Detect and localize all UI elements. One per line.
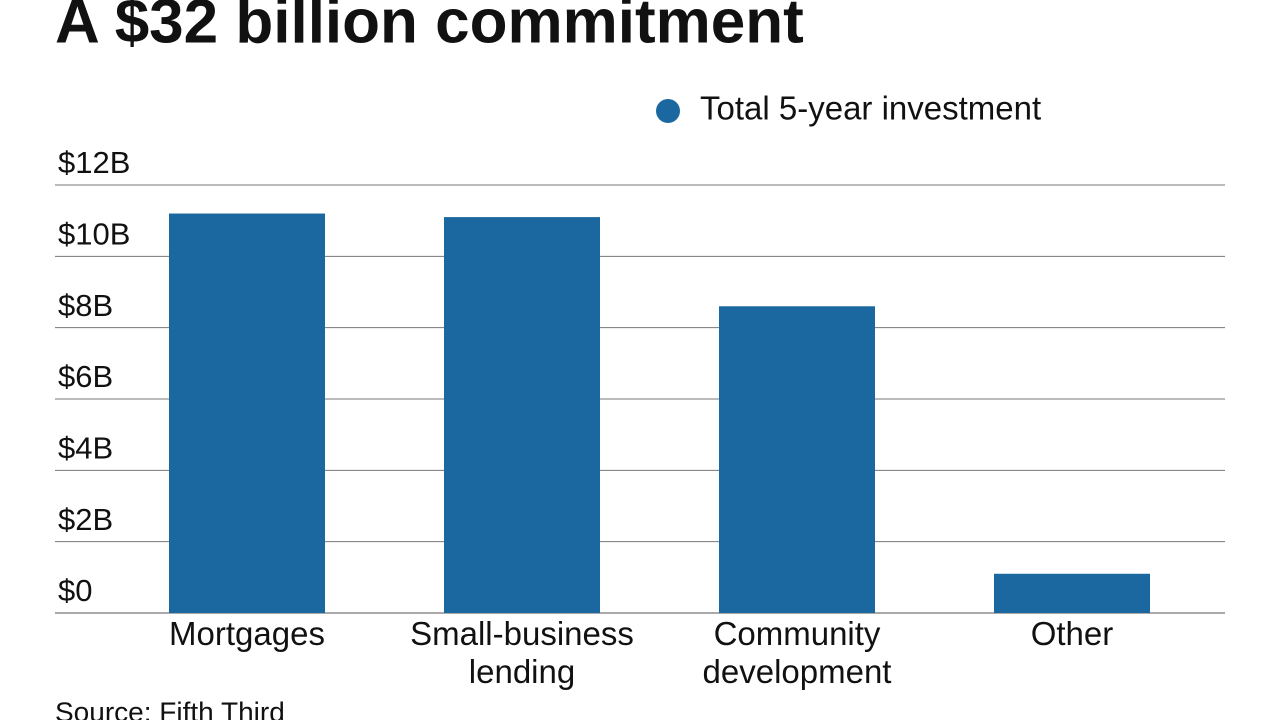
y-tick-label: $8B bbox=[58, 288, 113, 323]
legend-label: Total 5-year investment bbox=[700, 90, 1041, 127]
legend-marker bbox=[656, 99, 680, 123]
x-tick-label: Mortgages bbox=[169, 615, 325, 652]
x-tick-label: Community development bbox=[702, 615, 892, 690]
source-note: Source: Fifth Third bbox=[55, 696, 285, 720]
y-tick-label: $6B bbox=[58, 359, 113, 394]
bar bbox=[719, 306, 875, 613]
chart-title: A $32 billion commitment bbox=[55, 0, 804, 56]
y-tick-label: $12B bbox=[58, 145, 130, 180]
y-tick-label: $4B bbox=[58, 431, 113, 466]
bar bbox=[994, 573, 1150, 613]
bar bbox=[169, 213, 325, 614]
x-tick-label: Small-business lending bbox=[410, 615, 634, 690]
bar bbox=[444, 217, 600, 613]
x-tick-label: Other bbox=[1030, 615, 1114, 652]
y-tick-label: $10B bbox=[58, 217, 130, 252]
y-tick-label: $0 bbox=[58, 573, 92, 608]
y-tick-label: $2B bbox=[58, 502, 113, 537]
